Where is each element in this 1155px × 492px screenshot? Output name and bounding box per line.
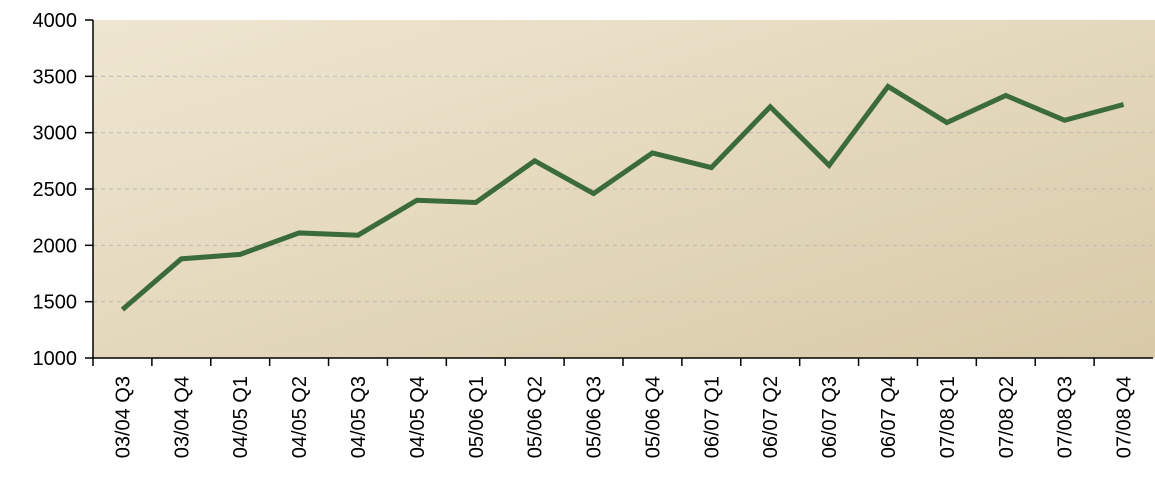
x-tick-label: 03/04 Q3 <box>112 376 134 458</box>
x-tick-label: 03/04 Q4 <box>171 376 193 458</box>
x-tick-label: 07/08 Q4 <box>1114 376 1136 458</box>
y-tick-label: 1000 <box>33 348 78 370</box>
y-tick-label: 2000 <box>33 235 78 257</box>
x-tick-label: 04/05 Q1 <box>230 376 252 458</box>
x-tick-label: 06/07 Q1 <box>701 376 723 458</box>
x-tick-label: 07/08 Q2 <box>996 376 1018 458</box>
x-tick-label: 05/06 Q4 <box>642 376 664 458</box>
x-tick-label: 05/06 Q2 <box>525 376 547 458</box>
x-tick-label: 07/08 Q1 <box>937 376 959 458</box>
x-tick-label: 07/08 Q3 <box>1055 376 1077 458</box>
x-tick-label: 06/07 Q4 <box>878 376 900 458</box>
y-tick-label: 1500 <box>33 292 78 314</box>
y-tick-label: 3500 <box>33 66 78 88</box>
x-tick-label: 04/05 Q2 <box>289 376 311 458</box>
x-tick-label: 05/06 Q1 <box>466 376 488 458</box>
x-tick-label: 06/07 Q3 <box>819 376 841 458</box>
x-tick-label: 05/06 Q3 <box>584 376 606 458</box>
x-tick-label: 04/05 Q3 <box>348 376 370 458</box>
chart: 1000 1500 2000 2500 3000 3500 4000 03/04 Q3 03/0… <box>0 0 1155 492</box>
y-tick-label: 2500 <box>33 179 78 201</box>
y-tick-label: 3000 <box>33 123 78 145</box>
x-tick-label: 06/07 Q2 <box>760 376 782 458</box>
x-tick-label: 04/05 Q4 <box>407 376 429 458</box>
y-tick-label: 4000 <box>33 10 78 32</box>
